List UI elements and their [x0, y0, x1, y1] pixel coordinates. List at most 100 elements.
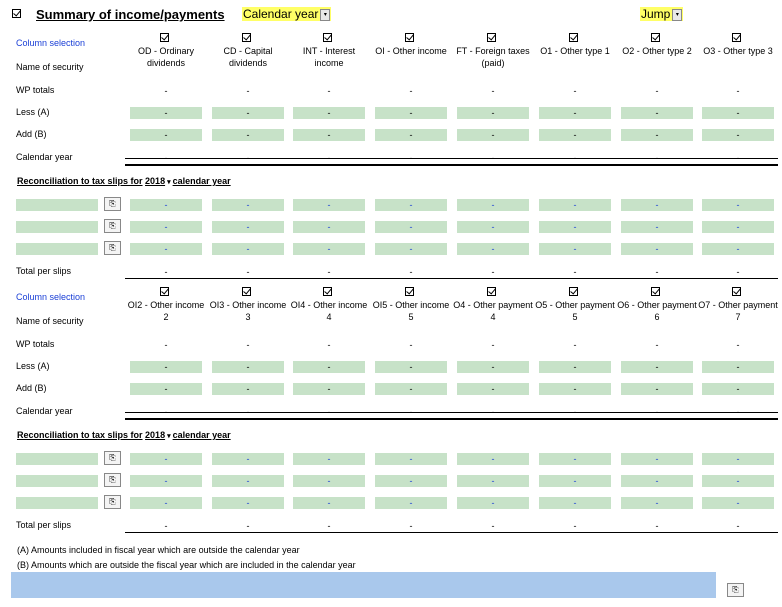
amount-input[interactable]: - [212, 383, 284, 395]
slip-amount-input[interactable]: - [212, 243, 284, 255]
slip-amount-input[interactable]: - [130, 453, 202, 465]
slip-amount-input[interactable]: - [457, 243, 529, 255]
amount-input[interactable]: - [457, 383, 529, 395]
slip-amount-input[interactable]: - [457, 497, 529, 509]
slip-amount-input[interactable]: - [130, 199, 202, 211]
column-checkbox[interactable] [160, 287, 169, 296]
amount-input[interactable]: - [130, 107, 202, 119]
amount-input[interactable]: - [212, 107, 284, 119]
notes-attach-button[interactable]: ⎘ [727, 583, 744, 597]
column-checkbox[interactable] [323, 287, 332, 296]
slip-amount-input[interactable]: - [457, 475, 529, 487]
column-checkbox[interactable] [160, 33, 169, 42]
amount-input[interactable]: - [375, 107, 447, 119]
slip-amount-input[interactable]: - [539, 221, 611, 233]
amount-input[interactable]: - [539, 107, 611, 119]
amount-input[interactable]: - [539, 129, 611, 141]
slip-amount-input[interactable]: - [130, 497, 202, 509]
slip-amount-input[interactable]: - [375, 243, 447, 255]
slip-amount-input[interactable]: - [375, 475, 447, 487]
slip-attach-button[interactable]: ⎘ [104, 451, 121, 465]
column-checkbox[interactable] [405, 33, 414, 42]
slip-amount-input[interactable]: - [293, 199, 365, 211]
slip-amount-input[interactable]: - [375, 497, 447, 509]
slip-amount-input[interactable]: - [539, 497, 611, 509]
amount-input[interactable]: - [130, 129, 202, 141]
slip-amount-input[interactable]: - [457, 221, 529, 233]
amount-input[interactable]: - [375, 383, 447, 395]
amount-input[interactable]: - [702, 107, 774, 119]
slip-amount-input[interactable]: - [621, 475, 693, 487]
slip-amount-input[interactable]: - [375, 199, 447, 211]
slip-amount-input[interactable]: - [457, 199, 529, 211]
slip-attach-button[interactable]: ⎘ [104, 197, 121, 211]
column-checkbox[interactable] [732, 287, 741, 296]
amount-input[interactable]: - [457, 129, 529, 141]
amount-input[interactable]: - [457, 361, 529, 373]
amount-input[interactable]: - [212, 361, 284, 373]
slip-amount-input[interactable]: - [293, 497, 365, 509]
amount-input[interactable]: - [375, 129, 447, 141]
slip-amount-input[interactable]: - [130, 221, 202, 233]
slip-amount-input[interactable]: - [702, 475, 774, 487]
slip-amount-input[interactable]: - [212, 453, 284, 465]
slip-name-input[interactable] [16, 199, 98, 211]
slip-amount-input[interactable]: - [293, 453, 365, 465]
slip-amount-input[interactable]: - [539, 199, 611, 211]
amount-input[interactable]: - [702, 129, 774, 141]
column-checkbox[interactable] [651, 33, 660, 42]
summary-checkbox[interactable] [12, 9, 21, 18]
amount-input[interactable]: - [539, 361, 611, 373]
slip-name-input[interactable] [16, 497, 98, 509]
slip-attach-button[interactable]: ⎘ [104, 241, 121, 255]
amount-input[interactable]: - [212, 129, 284, 141]
chevron-down-icon[interactable]: ▾ [167, 433, 171, 440]
slip-name-input[interactable] [16, 475, 98, 487]
slip-name-input[interactable] [16, 453, 98, 465]
amount-input[interactable]: - [293, 107, 365, 119]
slip-amount-input[interactable]: - [621, 243, 693, 255]
slip-amount-input[interactable]: - [212, 497, 284, 509]
slip-amount-input[interactable]: - [539, 243, 611, 255]
slip-amount-input[interactable]: - [212, 475, 284, 487]
column-checkbox[interactable] [487, 33, 496, 42]
slip-amount-input[interactable]: - [702, 221, 774, 233]
slip-amount-input[interactable]: - [293, 243, 365, 255]
column-checkbox[interactable] [323, 33, 332, 42]
amount-input[interactable]: - [621, 361, 693, 373]
slip-amount-input[interactable]: - [702, 453, 774, 465]
amount-input[interactable]: - [293, 361, 365, 373]
amount-input[interactable]: - [130, 361, 202, 373]
jump-select[interactable]: Jump ▾ [640, 7, 684, 21]
chevron-down-icon[interactable]: ▾ [167, 179, 171, 186]
column-checkbox[interactable] [487, 287, 496, 296]
column-checkbox[interactable] [732, 33, 741, 42]
amount-input[interactable]: - [621, 129, 693, 141]
amount-input[interactable]: - [457, 107, 529, 119]
slip-amount-input[interactable]: - [702, 199, 774, 211]
slip-amount-input[interactable]: - [375, 453, 447, 465]
amount-input[interactable]: - [702, 383, 774, 395]
amount-input[interactable]: - [293, 129, 365, 141]
amount-input[interactable]: - [621, 383, 693, 395]
amount-input[interactable]: - [621, 107, 693, 119]
slip-amount-input[interactable]: - [293, 221, 365, 233]
slip-amount-input[interactable]: - [621, 199, 693, 211]
notes-input-area[interactable] [11, 572, 716, 598]
slip-amount-input[interactable]: - [457, 453, 529, 465]
slip-amount-input[interactable]: - [702, 243, 774, 255]
slip-attach-button[interactable]: ⎘ [104, 473, 121, 487]
reconciliation-year[interactable]: 2018 [145, 430, 166, 440]
amount-input[interactable]: - [702, 361, 774, 373]
column-checkbox[interactable] [651, 287, 660, 296]
amount-input[interactable]: - [375, 361, 447, 373]
column-checkbox[interactable] [569, 33, 578, 42]
slip-amount-input[interactable]: - [130, 475, 202, 487]
slip-amount-input[interactable]: - [621, 221, 693, 233]
slip-amount-input[interactable]: - [702, 497, 774, 509]
amount-input[interactable]: - [293, 383, 365, 395]
slip-amount-input[interactable]: - [293, 475, 365, 487]
slip-amount-input[interactable]: - [375, 221, 447, 233]
amount-input[interactable]: - [130, 383, 202, 395]
slip-name-input[interactable] [16, 243, 98, 255]
